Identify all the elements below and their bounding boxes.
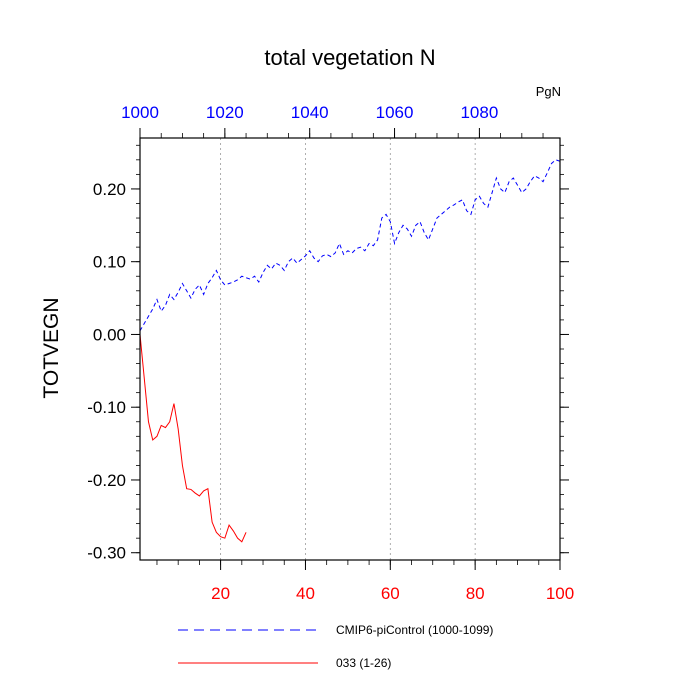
y-tick-label: -0.20 — [87, 471, 126, 490]
grid — [221, 138, 476, 560]
legend: CMIP6-piControl (1000-1099) 033 (1-26) — [178, 623, 493, 670]
x-top-tick-label: 1080 — [460, 103, 498, 122]
plot-frame — [140, 138, 560, 560]
series-line-run-033 — [140, 334, 246, 541]
y-tick-label: 0.10 — [93, 253, 126, 272]
chart-title: total vegetation N — [264, 45, 435, 70]
legend-label: 033 (1-26) — [336, 656, 391, 670]
units-label: PgN — [536, 84, 561, 99]
series-line-cmip6-picontrol — [140, 160, 560, 331]
x-bottom-tick-label: 20 — [211, 584, 230, 603]
y-axis-label: TOTVEGN — [40, 297, 63, 398]
x-bottom-tick-label: 60 — [381, 584, 400, 603]
y-tick-label: 0.20 — [93, 180, 126, 199]
y-tick-label: -0.10 — [87, 398, 126, 417]
chart: total vegetation N PgN TOTVEGN -0.30 -0.2… — [0, 0, 700, 700]
x-top-tick-label: 1000 — [121, 103, 159, 122]
axes: -0.30 -0.20 -0.10 0.00 0.10 0.20 20 40 60 80 100 10… — [87, 103, 574, 603]
y-tick-label: 0.00 — [93, 325, 126, 344]
plot-area — [140, 160, 560, 542]
x-top-tick-label: 1020 — [206, 103, 244, 122]
x-bottom-tick-label: 100 — [546, 584, 574, 603]
x-bottom-tick-label: 80 — [466, 584, 485, 603]
y-tick-label: -0.30 — [87, 544, 126, 563]
x-top-tick-label: 1060 — [376, 103, 414, 122]
x-bottom-tick-label: 40 — [296, 584, 315, 603]
legend-label: CMIP6-piControl (1000-1099) — [336, 623, 493, 637]
x-top-tick-label: 1040 — [291, 103, 329, 122]
